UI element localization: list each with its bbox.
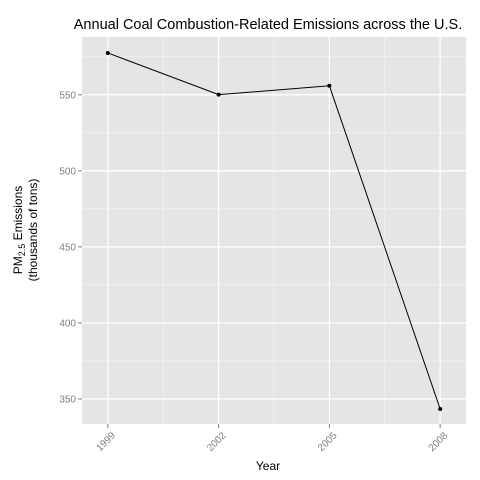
chart-title: Annual Coal Combustion-Related Emissions… xyxy=(74,17,462,33)
y-tick-label: 350 xyxy=(59,394,76,405)
svg-text:PM2.5 Emissions: PM2.5 Emissions xyxy=(11,186,27,275)
x-tick-label: 1999 xyxy=(94,430,118,454)
y-axis-title: PM2.5 Emissions (thousands of tons) xyxy=(11,179,40,282)
data-point xyxy=(216,92,221,97)
data-point xyxy=(438,406,443,411)
y-axis-title-prefix: PM xyxy=(11,256,25,274)
x-axis-title: Year xyxy=(256,459,280,473)
y-axis-title-line2: (thousands of tons) xyxy=(26,179,40,282)
data-point xyxy=(105,50,110,55)
x-tick-label: 2008 xyxy=(427,430,451,454)
data-point xyxy=(327,83,332,88)
y-tick-label: 550 xyxy=(59,90,76,101)
x-tick-label: 2005 xyxy=(316,430,340,454)
series-layer xyxy=(105,50,443,411)
series-line xyxy=(107,52,441,410)
y-tick-label: 400 xyxy=(59,318,76,329)
y-tick-label: 450 xyxy=(59,242,76,253)
x-tick-label: 2002 xyxy=(205,430,229,454)
grid xyxy=(82,37,466,424)
y-axis-title-subscript: 2.5 xyxy=(17,244,27,257)
y-axis-title-suffix: Emissions xyxy=(11,186,25,244)
y-tick-label: 500 xyxy=(59,166,76,177)
